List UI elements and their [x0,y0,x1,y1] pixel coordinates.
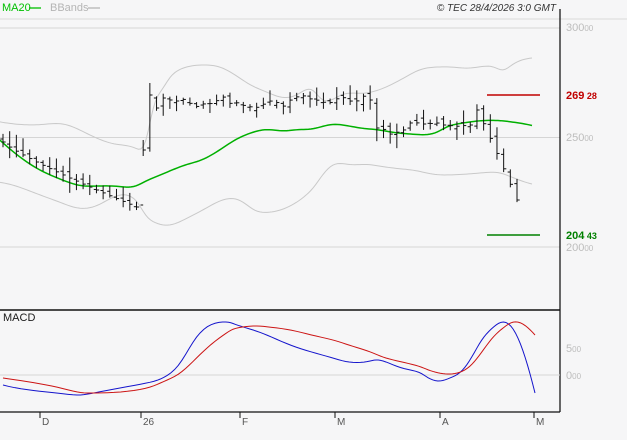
svg-text:30000: 30000 [566,22,594,34]
svg-text:M: M [337,417,345,428]
svg-text:25000: 25000 [566,132,594,144]
svg-text:© TEC 28/4/2026 3:0 GMT: © TEC 28/4/2026 3:0 GMT [437,3,557,14]
svg-text:M: M [536,417,544,428]
svg-text:MA20: MA20 [2,2,31,14]
svg-text:MACD: MACD [3,312,35,324]
svg-text:000: 000 [566,370,582,382]
svg-text:20000: 20000 [566,242,594,254]
svg-text:204 43: 204 43 [566,230,597,242]
svg-text:BBands: BBands [50,2,89,14]
svg-text:500: 500 [566,343,582,355]
svg-text:F: F [242,417,248,428]
svg-text:A: A [442,417,449,428]
svg-text:26: 26 [143,417,155,428]
svg-text:269 28: 269 28 [566,90,597,102]
svg-text:D: D [42,417,49,428]
